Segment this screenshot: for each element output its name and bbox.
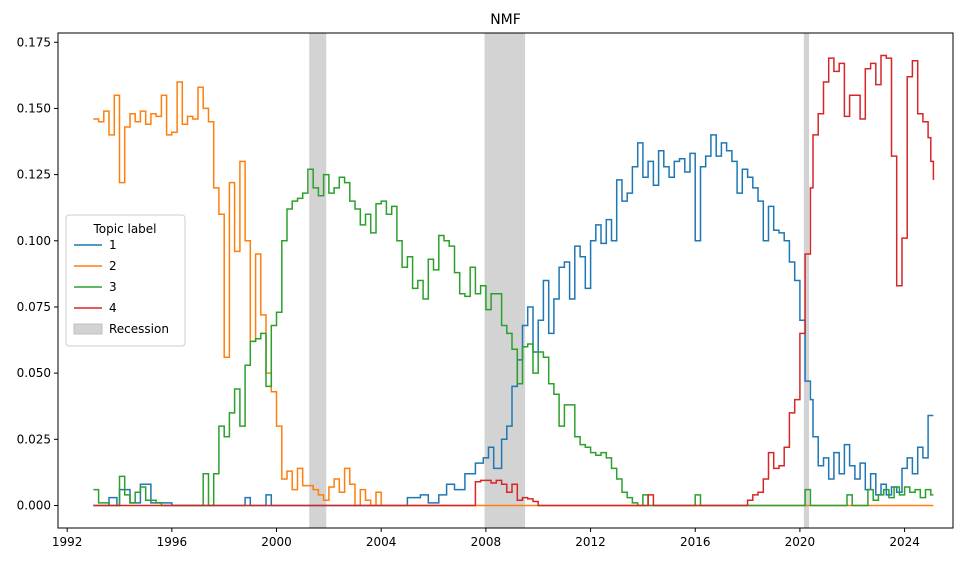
recession-band-3 (803, 33, 810, 528)
y-tick-label: 0.175 (17, 35, 51, 49)
legend-entry-recession: Recession (73, 322, 169, 336)
series-line-2 (93, 81, 934, 507)
y-tick-label: 0.100 (17, 234, 51, 248)
x-tick-label: 2004 (366, 535, 397, 549)
y-tick-label: 0.050 (17, 366, 51, 380)
axes-frame (57, 32, 954, 529)
chart-title: NMF (490, 12, 521, 28)
legend-entry-1: 1 (74, 238, 117, 252)
recession-bands (309, 33, 810, 528)
legend-label: 3 (109, 280, 117, 294)
y-tick-label: 0.025 (17, 432, 51, 446)
legend-label: 4 (109, 301, 117, 315)
x-tick-label: 2024 (889, 535, 920, 549)
y-tick-label: 0.000 (17, 499, 51, 513)
y-axis-ticks: 0.000 0.025 0.050 0.075 0.100 0.125 0.150 0.175 (17, 35, 58, 513)
x-tick-label: 2020 (785, 535, 816, 549)
x-axis-ticks: 1992 1996 2000 2004 2008 2012 2016 2020 2024 (52, 528, 920, 549)
legend-entries: 1 2 3 4 Recession (73, 238, 169, 336)
x-tick-label: 1992 (52, 535, 83, 549)
y-tick-label: 0.075 (17, 300, 51, 314)
legend: Topic label 1 2 3 4 Recession (65, 214, 186, 347)
x-tick-label: 2008 (471, 535, 502, 549)
legend-entry-4: 4 (74, 301, 117, 315)
series-lines (93, 54, 935, 507)
legend-box (65, 214, 186, 347)
legend-label: Recession (109, 322, 169, 336)
legend-title: Topic label (92, 222, 156, 236)
recession-band-1 (309, 33, 327, 528)
y-tick-label: 0.150 (17, 101, 51, 115)
x-tick-label: 2016 (680, 535, 711, 549)
x-tick-label: 2012 (575, 535, 606, 549)
legend-entry-3: 3 (74, 280, 117, 294)
legend-label: 2 (109, 259, 117, 273)
x-tick-label: 2000 (261, 535, 292, 549)
series-line-4 (93, 54, 935, 507)
legend-label: 1 (109, 238, 117, 252)
legend-swatch-patch (73, 323, 103, 335)
recession-band-2 (484, 33, 526, 528)
legend-entry-2: 2 (74, 259, 117, 273)
y-tick-label: 0.125 (17, 168, 51, 182)
series-line-1 (93, 134, 934, 507)
x-tick-label: 1996 (157, 535, 188, 549)
